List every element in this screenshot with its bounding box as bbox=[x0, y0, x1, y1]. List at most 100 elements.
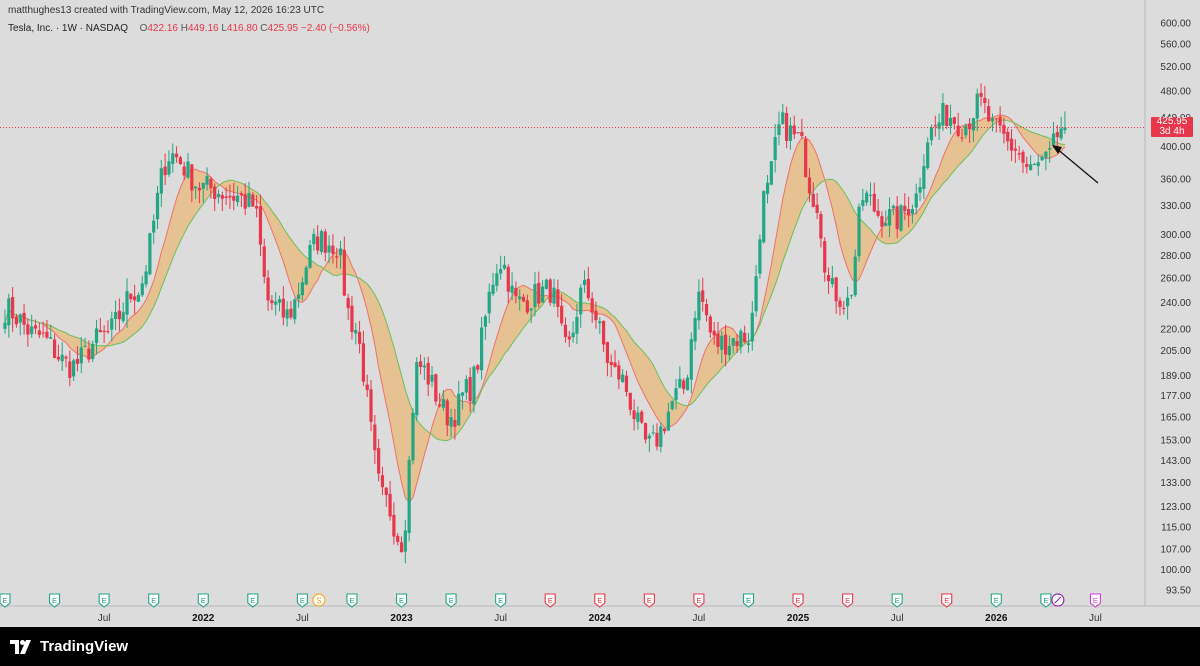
candle-body bbox=[758, 239, 762, 274]
candle-body bbox=[918, 187, 922, 193]
earnings-event-label: E bbox=[647, 596, 652, 605]
candle-body bbox=[640, 411, 644, 423]
earnings-event-icon bbox=[1089, 593, 1101, 608]
candle-body bbox=[998, 116, 1002, 126]
candle-body bbox=[922, 166, 926, 190]
earnings-event-icon bbox=[148, 593, 160, 608]
candle-body bbox=[613, 362, 617, 367]
earnings-event-icon bbox=[495, 593, 507, 608]
candle-body bbox=[598, 321, 602, 324]
candle-body bbox=[1021, 151, 1025, 163]
candle-body bbox=[369, 389, 373, 422]
candle-body bbox=[197, 187, 202, 191]
candle-body bbox=[926, 142, 930, 168]
y-tick-label: 143.00 bbox=[1160, 456, 1191, 467]
candle-body bbox=[133, 296, 137, 301]
candle-body bbox=[445, 400, 449, 426]
tradingview-logo-icon bbox=[10, 639, 31, 654]
candle-body bbox=[1009, 138, 1014, 151]
candle-body bbox=[415, 362, 419, 416]
y-tick-label: 260.00 bbox=[1160, 274, 1191, 285]
candle-body bbox=[174, 153, 179, 158]
earnings-event-label: E bbox=[399, 596, 404, 605]
candle-body bbox=[399, 542, 404, 553]
candle-body bbox=[258, 206, 263, 245]
earnings-event-label: E bbox=[597, 596, 602, 605]
price-chart[interactable]: 600.00560.00520.00480.00440.00400.00360.… bbox=[0, 0, 1200, 627]
candle-body bbox=[468, 377, 472, 402]
candle-body bbox=[1032, 164, 1037, 166]
earnings-event-label: E bbox=[994, 596, 999, 605]
candle-body bbox=[346, 298, 350, 309]
candle-body bbox=[152, 220, 156, 233]
candle-body bbox=[575, 316, 579, 334]
candle-body bbox=[1040, 157, 1044, 161]
candle-body bbox=[1029, 164, 1033, 170]
candle-body bbox=[968, 123, 972, 130]
x-tick-label: 2025 bbox=[787, 613, 810, 624]
candle-body bbox=[838, 300, 842, 308]
candle-body bbox=[689, 339, 693, 380]
x-tick-label: 2023 bbox=[390, 613, 413, 624]
y-tick-label: 520.00 bbox=[1160, 62, 1191, 73]
close-label: C bbox=[260, 23, 268, 34]
earnings-event-icon bbox=[941, 593, 953, 608]
dividend-event-label: S bbox=[316, 597, 321, 606]
earnings-event-label: E bbox=[151, 596, 156, 605]
candle-body bbox=[438, 404, 442, 407]
candle-body bbox=[796, 132, 800, 134]
candle-body bbox=[491, 284, 495, 294]
earnings-event-icon bbox=[693, 593, 705, 608]
candle-body bbox=[1036, 162, 1040, 167]
candle-body bbox=[1017, 153, 1021, 155]
earnings-event-label: E bbox=[201, 596, 206, 605]
earnings-event-icon bbox=[445, 593, 457, 608]
candle-body bbox=[262, 246, 266, 277]
bar-countdown: 3d 4h bbox=[1159, 126, 1185, 138]
earnings-event-icon bbox=[891, 593, 903, 608]
candle-body bbox=[544, 279, 549, 289]
candle-body bbox=[552, 287, 556, 304]
created-by-text: matthughes13 created with TradingView.co… bbox=[8, 5, 325, 16]
candle-body bbox=[45, 331, 49, 338]
candle-body bbox=[647, 435, 651, 439]
y-tick-label: 133.00 bbox=[1160, 478, 1191, 489]
tradingview-logo[interactable]: TradingView bbox=[10, 638, 128, 655]
candle-body bbox=[289, 308, 293, 318]
candle-body bbox=[228, 195, 232, 198]
earnings-event-label: E bbox=[1043, 596, 1048, 605]
candle-body bbox=[884, 223, 888, 226]
candle-body bbox=[971, 118, 976, 131]
candle-body bbox=[624, 375, 629, 393]
earnings-event-icon bbox=[49, 593, 61, 608]
candle-body bbox=[750, 312, 754, 342]
candle-body bbox=[411, 412, 415, 461]
candle-body bbox=[716, 333, 720, 347]
candle-body bbox=[590, 298, 594, 313]
candle-body bbox=[708, 316, 712, 333]
y-tick-label: 280.00 bbox=[1160, 251, 1191, 262]
candle-body bbox=[98, 330, 102, 332]
candle-body bbox=[1051, 133, 1056, 146]
candle-body bbox=[697, 291, 701, 321]
candle-body bbox=[560, 305, 564, 324]
annotation-arrow-head bbox=[1052, 145, 1062, 154]
x-tick-label: Jul bbox=[296, 613, 309, 624]
chart-area[interactable]: 600.00560.00520.00480.00440.00400.00360.… bbox=[0, 0, 1200, 627]
candle-body bbox=[243, 194, 247, 209]
candle-body bbox=[948, 117, 953, 127]
y-tick-label: 123.00 bbox=[1160, 502, 1191, 513]
candle-body bbox=[316, 236, 320, 251]
candle-body bbox=[224, 196, 228, 198]
candle-body bbox=[975, 93, 979, 119]
y-tick-label: 100.00 bbox=[1160, 565, 1191, 576]
candle-body bbox=[201, 182, 205, 189]
candle-body bbox=[815, 204, 819, 213]
candle-body bbox=[281, 298, 285, 318]
y-tick-label: 189.00 bbox=[1160, 371, 1191, 382]
candle-body bbox=[826, 275, 831, 282]
candle-body bbox=[380, 475, 385, 488]
candle-body bbox=[274, 301, 278, 305]
candle-body bbox=[293, 299, 297, 320]
candle-body bbox=[876, 210, 880, 216]
